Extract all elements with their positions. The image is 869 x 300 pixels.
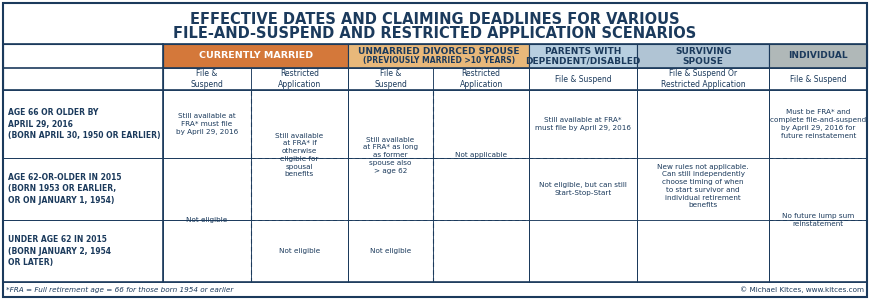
Bar [163,90,250,158]
Bar [163,68,250,90]
Text: INDIVIDUAL: INDIVIDUAL [787,52,847,61]
Bar [433,68,529,90]
Bar [250,220,348,282]
Bar [163,158,250,220]
Text: Restricted
Application: Restricted Application [277,69,321,89]
Bar [768,158,866,220]
Bar [529,220,636,282]
Text: Restricted
Application: Restricted Application [459,69,502,89]
Bar [636,68,768,90]
Bar [636,220,768,282]
Bar [768,44,866,68]
Text: UNDER AGE 62 IN 2015
(BORN JANUARY 2, 1954
OR LATER): UNDER AGE 62 IN 2015 (BORN JANUARY 2, 19… [8,235,111,267]
Bar [768,90,866,158]
Text: © Michael Kitces, www.kitces.com: © Michael Kitces, www.kitces.com [740,287,863,293]
Bar [768,68,866,90]
Text: File & Suspend: File & Suspend [789,74,846,83]
Bar [636,158,768,220]
Bar [529,44,636,68]
Bar [348,44,529,68]
Bar [348,68,433,90]
Bar [433,90,529,158]
Bar [433,158,529,220]
Bar [636,90,768,158]
Text: Not applicable: Not applicable [454,152,507,158]
Text: FILE-AND-SUSPEND AND RESTRICTED APPLICATION SCENARIOS: FILE-AND-SUSPEND AND RESTRICTED APPLICAT… [173,26,696,40]
Bar [163,44,348,68]
Bar [768,220,866,282]
Bar [250,90,348,158]
Text: UNMARRIED DIVORCED SPOUSE: UNMARRIED DIVORCED SPOUSE [358,47,519,56]
Text: File &
Suspend: File & Suspend [190,69,223,89]
Bar [3,90,163,158]
Text: SPOUSE: SPOUSE [682,56,723,65]
Text: Must be FRA* and
complete file-and-suspend
by April 29, 2016 for
future reinstat: Must be FRA* and complete file-and-suspe… [769,110,866,139]
Text: Not eligible, but can still
Start-Stop-Start: Not eligible, but can still Start-Stop-S… [539,182,627,196]
Text: CURRENTLY MARRIED: CURRENTLY MARRIED [198,52,312,61]
Text: Still available at
FRA* must file
by April 29, 2016: Still available at FRA* must file by Apr… [176,113,237,135]
Bar [433,220,529,282]
Text: PARENTS WITH: PARENTS WITH [544,47,620,56]
Text: Not eligible: Not eligible [369,248,411,254]
Bar [3,220,163,282]
Text: DEPENDENT/DISABLED: DEPENDENT/DISABLED [525,56,640,65]
Text: File & Suspend Or
Restricted Application: File & Suspend Or Restricted Application [660,69,745,89]
Bar [348,220,433,282]
Text: Still available
at FRA* if
otherwise
eligible for
spousal
benefits: Still available at FRA* if otherwise eli… [275,133,323,177]
Bar [636,44,768,68]
Bar [348,158,433,220]
Bar [3,158,163,220]
Bar [529,90,636,158]
Text: EFFECTIVE DATES AND CLAIMING DEADLINES FOR VARIOUS: EFFECTIVE DATES AND CLAIMING DEADLINES F… [190,11,679,26]
Bar [250,158,348,220]
Bar [529,158,636,220]
Text: No future lump sum
reinstatement: No future lump sum reinstatement [781,213,853,227]
Text: Not eligible: Not eligible [186,217,227,223]
Bar [163,220,250,282]
Text: Still available at FRA*
must file by April 29, 2016: Still available at FRA* must file by Apr… [534,117,631,131]
Bar [529,68,636,90]
Text: Still available
at FRA* as long
as former
spouse also
> age 62: Still available at FRA* as long as forme… [362,136,418,173]
Text: AGE 66 OR OLDER BY
APRIL 29, 2016
(BORN APRIL 30, 1950 OR EARLIER): AGE 66 OR OLDER BY APRIL 29, 2016 (BORN … [8,108,160,140]
Text: AGE 62-OR-OLDER IN 2015
(BORN 1953 OR EARLIER,
OR ON JANUARY 1, 1954): AGE 62-OR-OLDER IN 2015 (BORN 1953 OR EA… [8,173,122,205]
Text: SURVIVING: SURVIVING [674,47,731,56]
Text: File & Suspend: File & Suspend [554,74,611,83]
Bar [3,44,163,90]
Text: Not eligible: Not eligible [278,248,320,254]
Bar [348,90,433,158]
Text: New rules not applicable.
Can still independently
choose timing of when
to start: New rules not applicable. Can still inde… [657,164,748,208]
Text: *FRA = Full retirement age = 66 for those born 1954 or earlier: *FRA = Full retirement age = 66 for thos… [6,287,233,293]
Text: File &
Suspend: File & Suspend [374,69,407,89]
Text: (PREVIOUSLY MARRIED >10 YEARS): (PREVIOUSLY MARRIED >10 YEARS) [362,56,514,65]
Bar [250,68,348,90]
